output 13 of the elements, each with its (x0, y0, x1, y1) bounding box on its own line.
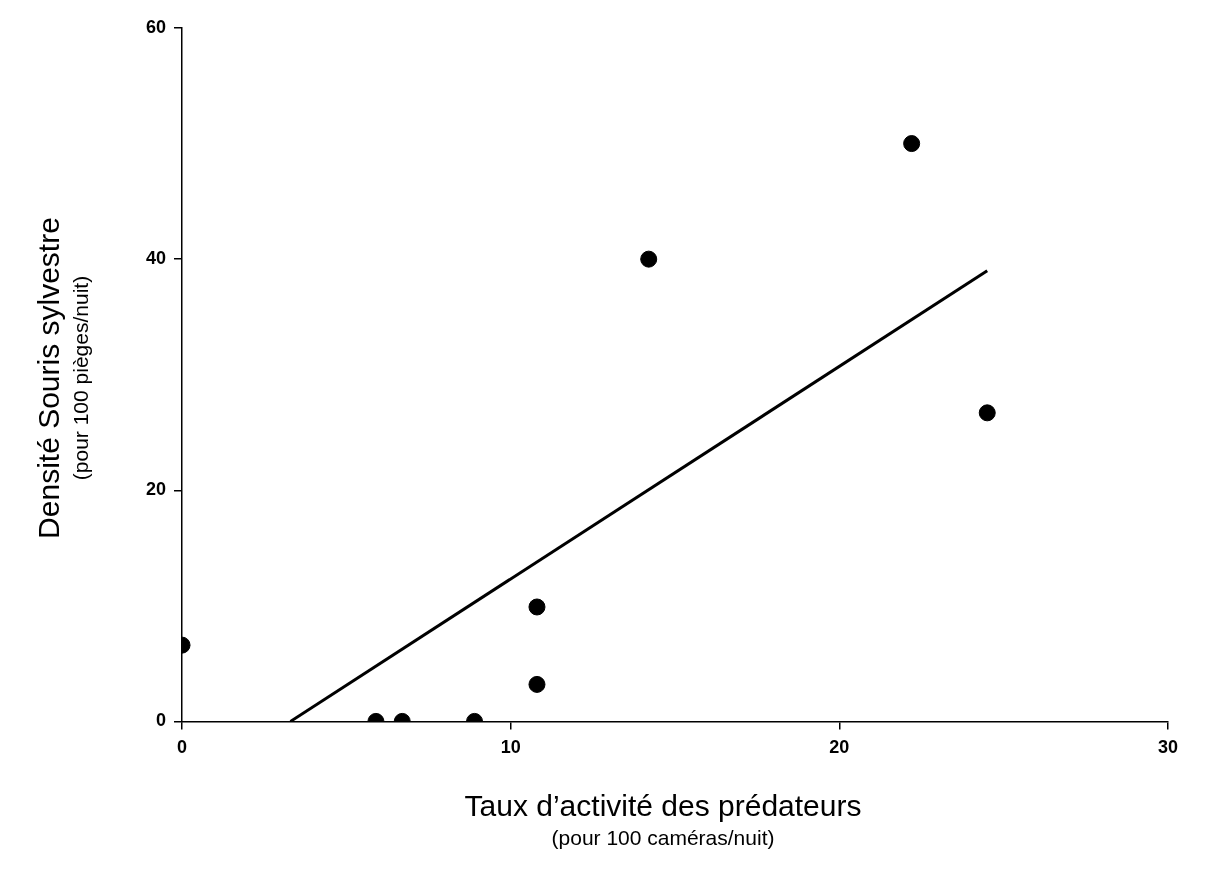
point (978, 404, 996, 422)
x-tick-label: 10 (500, 737, 521, 758)
x-tick-label: 20 (829, 737, 850, 758)
y-tick-label: 60 (145, 16, 167, 37)
x-tick-label: 0 (177, 737, 188, 758)
x-axis-title: Taux d’activité des prédateurs (pour 100 caméras/nuit) (464, 788, 862, 851)
point (903, 135, 921, 153)
y-tick-label: 0 (156, 710, 167, 731)
point (640, 250, 658, 268)
y-axis-title: Densité Souris sylvestre (pour 100 pièges/nuit) (31, 217, 93, 539)
y-tick-label: 40 (145, 248, 167, 269)
x-tick-label: 30 (1157, 737, 1179, 758)
y-tick-label: 20 (145, 479, 167, 500)
